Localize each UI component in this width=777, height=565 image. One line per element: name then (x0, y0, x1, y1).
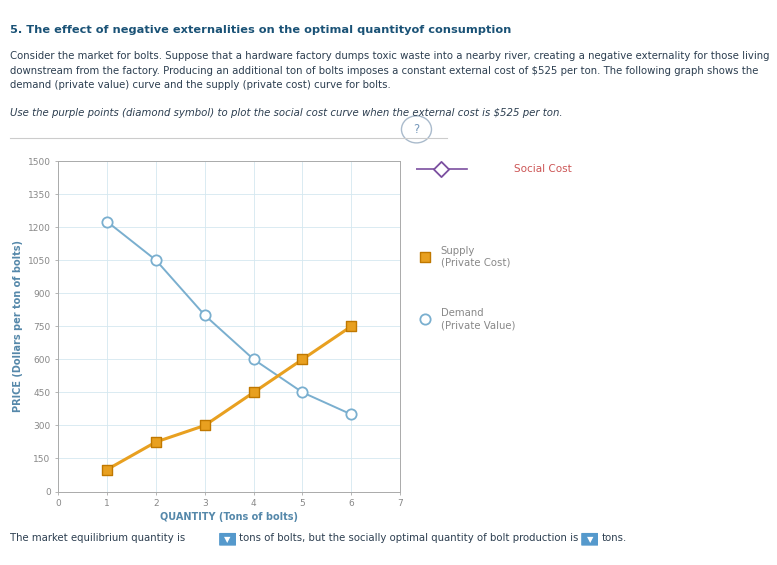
Text: Demand
(Private Value): Demand (Private Value) (441, 308, 515, 330)
Point (420, 315, 432, 324)
Point (434, 165, 447, 174)
Point (150, 255, 162, 264)
FancyBboxPatch shape (581, 533, 598, 546)
Point (420, 253, 432, 262)
Point (101, 465, 113, 474)
Text: Use the purple points (diamond symbol) to plot the social cost curve when the ex: Use the purple points (diamond symbol) t… (10, 108, 563, 119)
Text: Social Cost: Social Cost (514, 164, 572, 175)
FancyBboxPatch shape (219, 533, 236, 546)
Text: 5. The effect of negative externalities on the optimal quantityof consumption: 5. The effect of negative externalities … (10, 25, 511, 36)
Text: ▼: ▼ (587, 535, 593, 544)
Text: tons of bolts, but the socially optimal quantity of bolt production is: tons of bolts, but the socially optimal … (239, 533, 579, 543)
Point (199, 311, 211, 320)
X-axis label: QUANTITY (Tons of bolts): QUANTITY (Tons of bolts) (160, 512, 298, 523)
Text: Consider the market for bolts. Suppose that a hardware factory dumps toxic waste: Consider the market for bolts. Suppose t… (10, 51, 769, 61)
Point (345, 322, 357, 331)
Point (296, 388, 308, 397)
Text: The market equilibrium quantity is: The market equilibrium quantity is (10, 533, 186, 543)
Text: ?: ? (413, 123, 420, 136)
Point (199, 421, 211, 430)
Point (296, 355, 308, 364)
Text: Supply
(Private Cost): Supply (Private Cost) (441, 246, 510, 268)
Text: tons.: tons. (601, 533, 626, 543)
Text: demand (private value) curve and the supply (private cost) curve for bolts.: demand (private value) curve and the sup… (10, 80, 391, 90)
Text: ▼: ▼ (225, 535, 231, 544)
Y-axis label: PRICE (Dollars per ton of bolts): PRICE (Dollars per ton of bolts) (13, 240, 23, 412)
Point (247, 388, 260, 397)
Point (101, 217, 113, 226)
Point (247, 355, 260, 364)
Point (345, 410, 357, 419)
Text: downstream from the factory. Producing an additional ton of bolts imposes a cons: downstream from the factory. Producing a… (10, 66, 758, 76)
Point (150, 437, 162, 446)
